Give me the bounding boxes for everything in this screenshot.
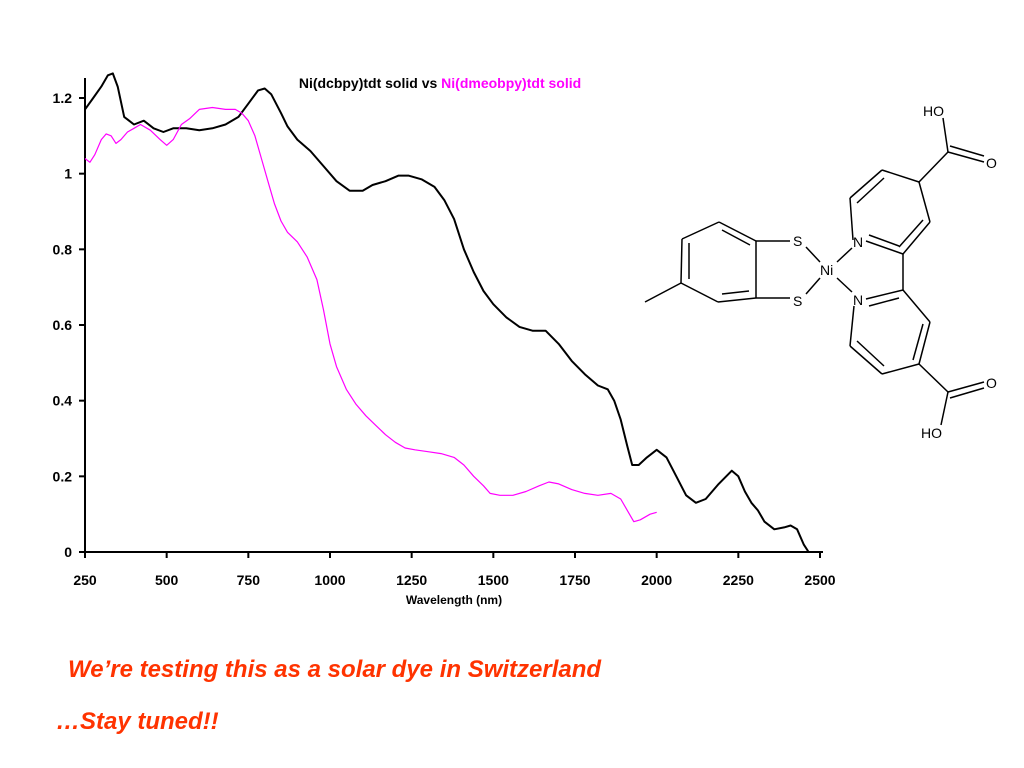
x-tick-label: 2000 — [641, 572, 672, 588]
upper-carboxyl-group — [918, 117, 985, 183]
atom-label-ho-bottom: HO — [921, 425, 942, 441]
y-tick-label: 1 — [64, 166, 72, 182]
x-tick-label: 1000 — [314, 572, 345, 588]
ni-n1-bond — [836, 247, 853, 263]
absorbance-chart: Ni(dcbpy)tdt solid vs Ni(dmeobpy)tdt sol… — [53, 72, 836, 607]
atom-label-o-bottom: O — [986, 375, 997, 391]
x-axis-label: Wavelength (nm) — [406, 593, 502, 607]
atom-label-s1: S — [793, 233, 802, 249]
atom-label-ho-top: HO — [923, 103, 944, 119]
y-tick-label: 0.4 — [53, 393, 73, 409]
methyl-bond — [644, 282, 682, 303]
caption-stay-tuned: …Stay tuned!! — [56, 708, 219, 735]
series-line-dcbpy — [84, 72, 810, 553]
atom-labels: HO O N Ni N S S O HO — [793, 103, 997, 441]
x-axis-ticks: 250 500 750 1000 1250 1500 1750 2000 2250 2500 — [73, 552, 836, 588]
y-tick-label: 0.2 — [53, 468, 73, 484]
y-tick-label: 0.6 — [53, 317, 73, 333]
molecule-structure — [644, 117, 985, 426]
chart-title: Ni(dcbpy)tdt solid vs Ni(dmeobpy)tdt sol… — [299, 75, 581, 91]
ni-s2-bond — [805, 277, 821, 295]
atom-label-s2: S — [793, 293, 802, 309]
y-tick-label: 0.8 — [53, 241, 73, 257]
y-tick-label: 1.2 — [53, 90, 73, 106]
lower-carboxyl-group — [918, 363, 985, 426]
chart-title-part-1: Ni(dcbpy)tdt solid vs — [299, 75, 441, 91]
x-tick-label: 500 — [155, 572, 179, 588]
x-tick-label: 250 — [73, 572, 97, 588]
lower-pyridine-ring — [849, 289, 931, 375]
y-tick-label: 0 — [64, 544, 72, 560]
series-layer — [84, 72, 810, 553]
toluenedithiolate-ring — [644, 221, 790, 303]
x-tick-label: 2500 — [804, 572, 835, 588]
ni-s1-bond — [805, 246, 821, 263]
x-tick-label: 1500 — [478, 572, 509, 588]
y-axis-ticks: 0 0.2 0.4 0.6 0.8 1 1.2 — [53, 90, 85, 560]
x-tick-label: 750 — [237, 572, 261, 588]
x-tick-label: 2250 — [723, 572, 754, 588]
caption-solar-dye: We’re testing this as a solar dye in Swi… — [68, 656, 602, 683]
series-line-dmeobpy — [84, 106, 657, 523]
atom-label-ni: Ni — [820, 262, 833, 278]
ni-n2-bond — [836, 277, 853, 293]
upper-pyridine-ring — [849, 169, 931, 255]
atom-label-o-top: O — [986, 155, 997, 171]
atom-label-n2: N — [853, 292, 863, 308]
atom-label-n1: N — [853, 234, 863, 250]
x-tick-label: 1250 — [396, 572, 427, 588]
chart-title-part-2: Ni(dmeobpy)tdt solid — [441, 75, 581, 91]
x-tick-label: 1750 — [559, 572, 590, 588]
